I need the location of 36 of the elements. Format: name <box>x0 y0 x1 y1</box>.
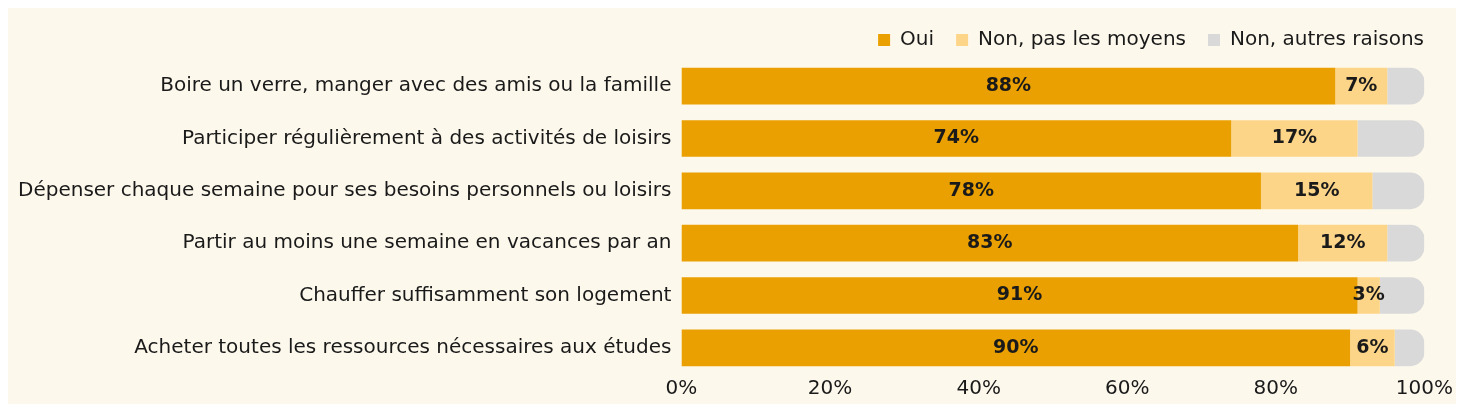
x-tick-label: 20% <box>807 375 853 400</box>
data-label: 74% <box>933 125 980 148</box>
bar <box>681 172 1261 210</box>
y-tick-label: Chauffer suffisamment son logement <box>299 281 672 306</box>
data-label: 83% <box>967 230 1013 253</box>
data-label: 91% <box>996 282 1043 305</box>
legend-label: Non, autres raisons <box>1229 26 1424 51</box>
x-tick-label: 80% <box>1253 375 1299 400</box>
bar <box>1231 120 1358 157</box>
bar <box>681 120 1232 157</box>
bar <box>1387 224 1425 262</box>
y-tick-label: Boire un verre, manger avec des amis ou la famille <box>160 72 672 97</box>
data-label: 90% <box>993 334 1039 357</box>
y-tick-label: Partir au moins une semaine en vacances par an <box>182 229 672 254</box>
bar <box>1387 67 1425 105</box>
legend-label: Non, pas les moyens <box>978 26 1186 51</box>
bar <box>1357 120 1425 157</box>
data-label: 17% <box>1271 125 1318 148</box>
bar <box>681 224 1299 262</box>
data-label: 12% <box>1319 230 1366 253</box>
legend-label: Oui <box>900 26 935 51</box>
data-label: 7% <box>1345 73 1378 96</box>
y-tick-label: Acheter toutes les ressources nécessaires aux études <box>134 334 672 359</box>
y-tick-label: Participer régulièrement à des activités de loisirs <box>181 124 672 149</box>
bar <box>681 67 1336 105</box>
data-label: 15% <box>1293 177 1340 200</box>
y-tick-label: Dépenser chaque semaine pour ses besoins personnels ou loisirs <box>18 177 672 202</box>
x-tick-label: 40% <box>956 375 1001 400</box>
data-label: 78% <box>948 177 994 200</box>
data-label: 88% <box>985 73 1032 96</box>
x-tick-label: 100% <box>1395 375 1453 400</box>
x-tick-label: 0% <box>665 375 698 400</box>
bar <box>1372 172 1425 210</box>
x-tick-label: 60% <box>1105 375 1150 400</box>
bar <box>681 329 1351 367</box>
data-label: 6% <box>1356 334 1389 357</box>
